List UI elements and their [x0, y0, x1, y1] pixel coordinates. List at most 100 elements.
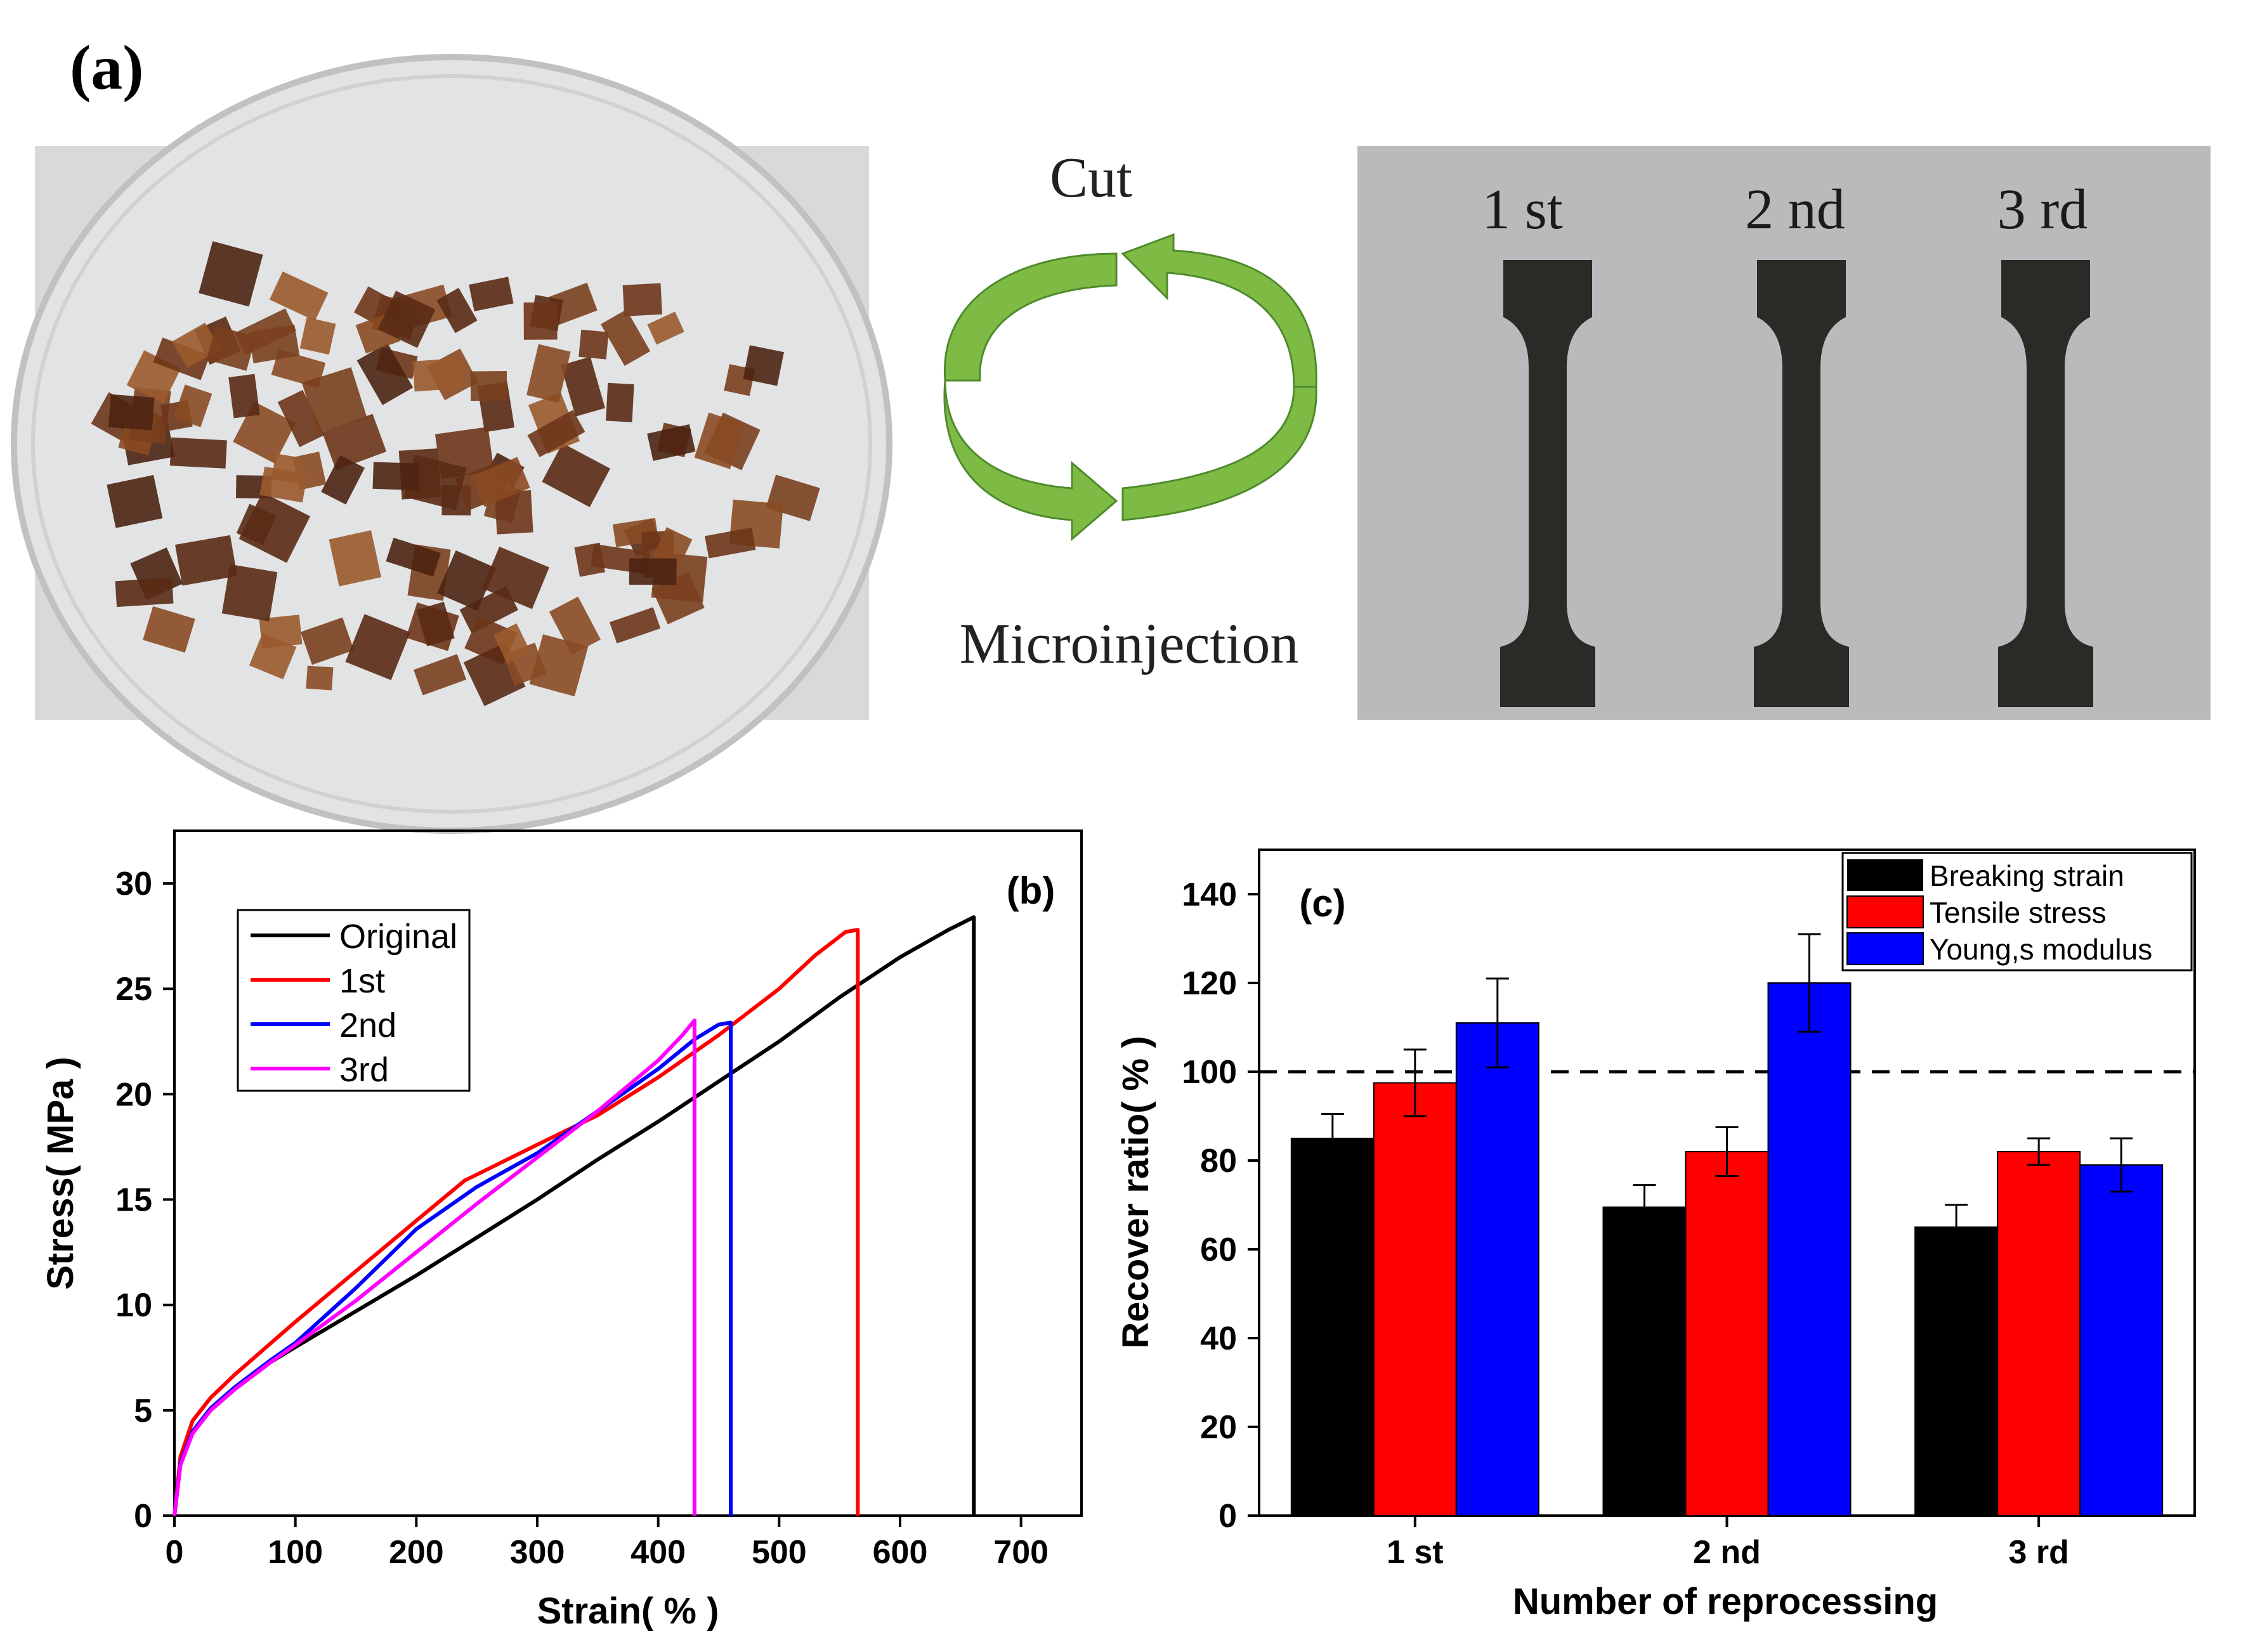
x-tick-label: 200: [389, 1534, 444, 1571]
polymer-piece: [694, 412, 745, 469]
series-line-1st: [173, 928, 860, 1516]
series-line-2nd: [173, 1020, 733, 1516]
polymer-piece: [403, 454, 467, 511]
chart-b-frame: [173, 829, 1083, 1517]
polymer-piece: [345, 614, 410, 680]
recycle-cycle: Cut Microinjection: [943, 146, 1317, 675]
chart-c-panel-label: (c): [1299, 882, 1345, 925]
legend-label-1st: 1st: [339, 962, 385, 1000]
legend-swatch-youngs-modulus: [1846, 932, 1924, 965]
photo-cut-pieces: [11, 54, 892, 834]
chart-b-ticks: 0 100 200 300 400 500 600 700 0 5 10 15 20 25 30: [115, 866, 1049, 1571]
photo-specimens: 1 st 2 nd 3 rd: [1357, 146, 2211, 720]
polymer-piece: [548, 282, 598, 325]
panel-a-label: (a): [70, 32, 144, 103]
y-tick-label: 25: [115, 971, 152, 1008]
polymer-piece: [269, 271, 329, 321]
polymer-piece: [651, 572, 705, 625]
polymer-piece: [470, 371, 507, 401]
polymer-piece: [221, 564, 278, 621]
polymer-piece: [526, 344, 571, 403]
chart-c-ylabel: Recover ratio( % ): [1115, 1036, 1156, 1348]
polymer-piece: [322, 413, 387, 471]
bar-breaking-strain-3: [1914, 1226, 1999, 1516]
polymer-piece: [372, 462, 419, 491]
bar-tensile-stress-2: [1685, 1151, 1769, 1516]
polymer-piece: [416, 601, 455, 647]
polymer-piece: [629, 558, 677, 585]
polymer-piece: [107, 474, 163, 528]
x-tick-label: 2 nd: [1693, 1534, 1761, 1571]
specimen-label-3: 3 rd: [1997, 178, 2087, 241]
polymer-piece: [249, 633, 297, 680]
polymer-piece: [471, 457, 530, 507]
polymer-piece: [542, 443, 611, 507]
chart-c-legend: Breaking strain Tensile stress Young,s m…: [1841, 852, 2193, 972]
legend-label-2nd: 2nd: [339, 1006, 396, 1044]
polymer-piece: [321, 455, 365, 505]
error-bar: [1403, 1048, 1427, 1117]
polymer-piece: [622, 283, 663, 316]
x-tick-label: 300: [510, 1534, 565, 1571]
polymer-piece: [108, 394, 155, 431]
y-tick-label: 80: [1200, 1143, 1237, 1180]
x-tick-label: 1 st: [1387, 1534, 1444, 1571]
bar-tensile-stress-1: [1373, 1082, 1457, 1516]
polymer-piece: [271, 453, 303, 484]
specimen-label-2: 2 nd: [1745, 178, 1845, 241]
polymer-piece: [300, 617, 355, 665]
polymer-piece: [561, 356, 606, 417]
polymer-piece: [173, 384, 212, 427]
bar-breaking-strain-1: [1290, 1138, 1375, 1516]
y-tick-label: 15: [115, 1182, 152, 1219]
y-tick-label: 20: [1200, 1409, 1237, 1446]
y-tick-label: 0: [1219, 1498, 1237, 1535]
polymer-piece: [437, 550, 496, 611]
cut-label: Cut: [1050, 146, 1132, 209]
polymer-piece: [647, 311, 684, 345]
chart-b-xlabel: Strain( % ): [537, 1590, 719, 1632]
y-tick-label: 140: [1182, 876, 1237, 913]
specimens: [1500, 260, 2093, 707]
x-tick-label: 3 rd: [2008, 1534, 2068, 1571]
polymer-piece: [705, 527, 756, 559]
legend-label-3rd: 3rd: [339, 1051, 389, 1089]
polymer-piece: [469, 276, 514, 311]
arrow-right-half: [1121, 386, 1317, 521]
microinjection-label: Microinjection: [960, 613, 1299, 675]
polymer-piece: [493, 623, 531, 664]
polymer-piece: [482, 547, 550, 609]
error-bar: [1715, 1126, 1739, 1177]
y-tick-label: 30: [115, 866, 152, 902]
specimen-label-1: 1 st: [1482, 178, 1563, 241]
y-tick-label: 10: [115, 1287, 152, 1324]
polymer-piece: [153, 337, 211, 380]
x-tick-label: 100: [268, 1534, 323, 1571]
arrow-top-head: [1121, 233, 1317, 388]
x-tick-label: 700: [993, 1534, 1049, 1571]
polymer-piece: [606, 382, 634, 422]
y-tick-label: 60: [1200, 1232, 1237, 1268]
polymer-piece: [169, 437, 227, 469]
legend-swatch-tensile-stress: [1846, 895, 1924, 928]
polymer-piece: [356, 342, 414, 405]
x-tick-label: 500: [752, 1534, 807, 1571]
bar-young-s-modulus-1: [1455, 1022, 1539, 1516]
polymer-piece: [172, 322, 221, 368]
error-bar: [1321, 1113, 1344, 1164]
polymer-piece: [549, 596, 601, 655]
error-bar: [1798, 933, 1821, 1033]
error-bar: [1633, 1184, 1656, 1230]
y-tick-label: 20: [115, 1076, 152, 1113]
legend-label-original: Original: [339, 918, 457, 956]
bar-tensile-stress-3: [1997, 1151, 2081, 1516]
polymer-piece: [271, 349, 326, 389]
legend-label-tensile-stress: Tensile stress: [1930, 896, 2107, 929]
legend-swatch-breaking-strain: [1847, 859, 1923, 891]
bar-young-s-modulus-3: [2079, 1164, 2164, 1516]
x-tick-label: 0: [166, 1534, 184, 1571]
y-tick-label: 5: [134, 1393, 152, 1429]
y-tick-label: 120: [1182, 965, 1237, 1002]
polymer-piece: [494, 490, 533, 535]
polymer-piece: [647, 424, 696, 461]
